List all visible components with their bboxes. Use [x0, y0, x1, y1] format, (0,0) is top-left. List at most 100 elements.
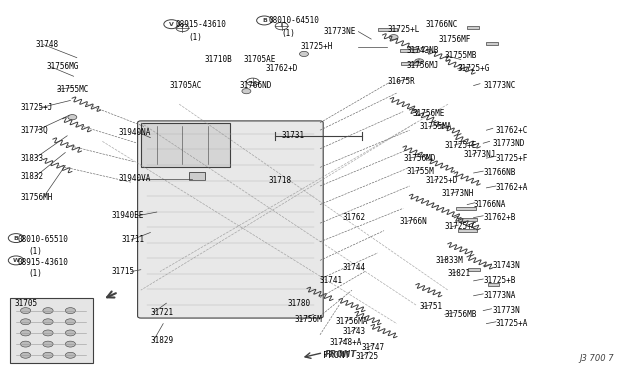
Text: (1): (1) — [282, 29, 296, 38]
Bar — [458, 229, 477, 232]
Text: 31710B: 31710B — [205, 55, 232, 64]
Text: 31725+C: 31725+C — [445, 222, 477, 231]
Circle shape — [65, 319, 76, 325]
Text: 31748+A: 31748+A — [330, 339, 362, 347]
Circle shape — [65, 352, 76, 358]
Text: 31829: 31829 — [150, 336, 173, 345]
Circle shape — [410, 48, 419, 53]
Text: V: V — [169, 22, 174, 27]
Text: 31756MJ: 31756MJ — [406, 61, 439, 70]
Text: FRONT: FRONT — [325, 350, 357, 359]
FancyBboxPatch shape — [138, 121, 323, 318]
Text: 31756MF: 31756MF — [438, 35, 471, 44]
Text: 31833M: 31833M — [435, 256, 463, 265]
Text: 31743N: 31743N — [493, 262, 520, 270]
Text: 31756MA: 31756MA — [336, 317, 369, 326]
Text: 31756MD: 31756MD — [403, 154, 436, 163]
Text: 31705: 31705 — [14, 299, 37, 308]
Text: 08915-43610: 08915-43610 — [176, 20, 227, 29]
Circle shape — [65, 341, 76, 347]
Text: 31756MH: 31756MH — [20, 193, 53, 202]
Text: 31756M: 31756M — [294, 315, 322, 324]
Circle shape — [389, 35, 398, 40]
Text: 31832: 31832 — [20, 172, 44, 181]
Bar — [189, 172, 205, 180]
Bar — [468, 268, 480, 271]
Circle shape — [20, 308, 31, 314]
Text: 31766ND: 31766ND — [240, 81, 273, 90]
Text: 31773NH: 31773NH — [442, 189, 474, 198]
Text: 31773Q: 31773Q — [20, 126, 48, 135]
Text: 31766NB: 31766NB — [483, 169, 516, 177]
Circle shape — [20, 319, 31, 325]
Text: 31940VA: 31940VA — [118, 174, 151, 183]
Text: 31780: 31780 — [288, 299, 311, 308]
Text: 31755MB: 31755MB — [445, 51, 477, 60]
Text: 31725+D: 31725+D — [426, 176, 458, 185]
Bar — [467, 26, 479, 29]
Text: 31756MG: 31756MG — [46, 62, 79, 71]
Text: 31711: 31711 — [122, 235, 145, 244]
Text: (1): (1) — [29, 247, 43, 256]
Text: 31821: 31821 — [448, 269, 471, 278]
Text: 31940EE: 31940EE — [112, 211, 145, 220]
Text: 08010-64510: 08010-64510 — [269, 16, 319, 25]
Text: 31755M: 31755M — [406, 167, 434, 176]
Bar — [456, 207, 476, 210]
Text: 31705AC: 31705AC — [170, 81, 202, 90]
Text: 31725+G: 31725+G — [458, 64, 490, 73]
Text: 31705AE: 31705AE — [243, 55, 276, 64]
Bar — [141, 123, 230, 167]
Text: 31725: 31725 — [355, 352, 378, 361]
Bar — [400, 49, 419, 52]
Text: 31755MA: 31755MA — [419, 122, 452, 131]
Text: 31766NA: 31766NA — [474, 200, 506, 209]
Text: 31762+C: 31762+C — [496, 126, 529, 135]
Text: 31762+B: 31762+B — [483, 213, 516, 222]
Text: B: B — [13, 235, 19, 241]
Text: 31731: 31731 — [282, 131, 305, 140]
Text: 31773NJ: 31773NJ — [464, 150, 497, 159]
Text: 31748: 31748 — [35, 40, 58, 49]
Circle shape — [43, 319, 53, 325]
Circle shape — [68, 115, 77, 120]
Text: 31773NC: 31773NC — [483, 81, 516, 90]
Text: 31755MC: 31755MC — [56, 85, 89, 94]
Bar — [486, 42, 498, 45]
Bar — [401, 62, 420, 65]
Text: 31725+J: 31725+J — [20, 103, 53, 112]
Text: 31940NA: 31940NA — [118, 128, 151, 137]
Text: 31725+F: 31725+F — [496, 154, 529, 163]
Circle shape — [20, 352, 31, 358]
Text: 08915-43610: 08915-43610 — [18, 258, 68, 267]
Text: 31725+H: 31725+H — [301, 42, 333, 51]
Text: 31725+A: 31725+A — [496, 319, 529, 328]
Text: 31743NB: 31743NB — [406, 46, 439, 55]
Text: 31773N: 31773N — [493, 306, 520, 315]
Bar — [378, 28, 397, 31]
Text: 31756ME: 31756ME — [413, 109, 445, 118]
Circle shape — [300, 51, 308, 57]
Text: 08010-65510: 08010-65510 — [18, 235, 68, 244]
Text: 31762+D: 31762+D — [266, 64, 298, 73]
Text: 31766NC: 31766NC — [426, 20, 458, 29]
Text: 31747: 31747 — [362, 343, 385, 352]
Circle shape — [65, 308, 76, 314]
Text: 31762: 31762 — [342, 213, 365, 222]
Circle shape — [43, 330, 53, 336]
Circle shape — [43, 308, 53, 314]
Text: 31715: 31715 — [112, 267, 135, 276]
Text: 31725+B: 31725+B — [483, 276, 516, 285]
Text: 31773NA: 31773NA — [483, 291, 516, 300]
Text: 31766N: 31766N — [400, 217, 428, 226]
Circle shape — [65, 330, 76, 336]
Circle shape — [43, 352, 53, 358]
Text: 31721: 31721 — [150, 308, 173, 317]
Text: 31741: 31741 — [320, 276, 343, 285]
Circle shape — [20, 341, 31, 347]
Text: (1): (1) — [189, 33, 203, 42]
Text: (1): (1) — [29, 269, 43, 278]
Text: 31743: 31743 — [342, 327, 365, 336]
Bar — [10, 298, 93, 363]
Circle shape — [242, 89, 251, 94]
